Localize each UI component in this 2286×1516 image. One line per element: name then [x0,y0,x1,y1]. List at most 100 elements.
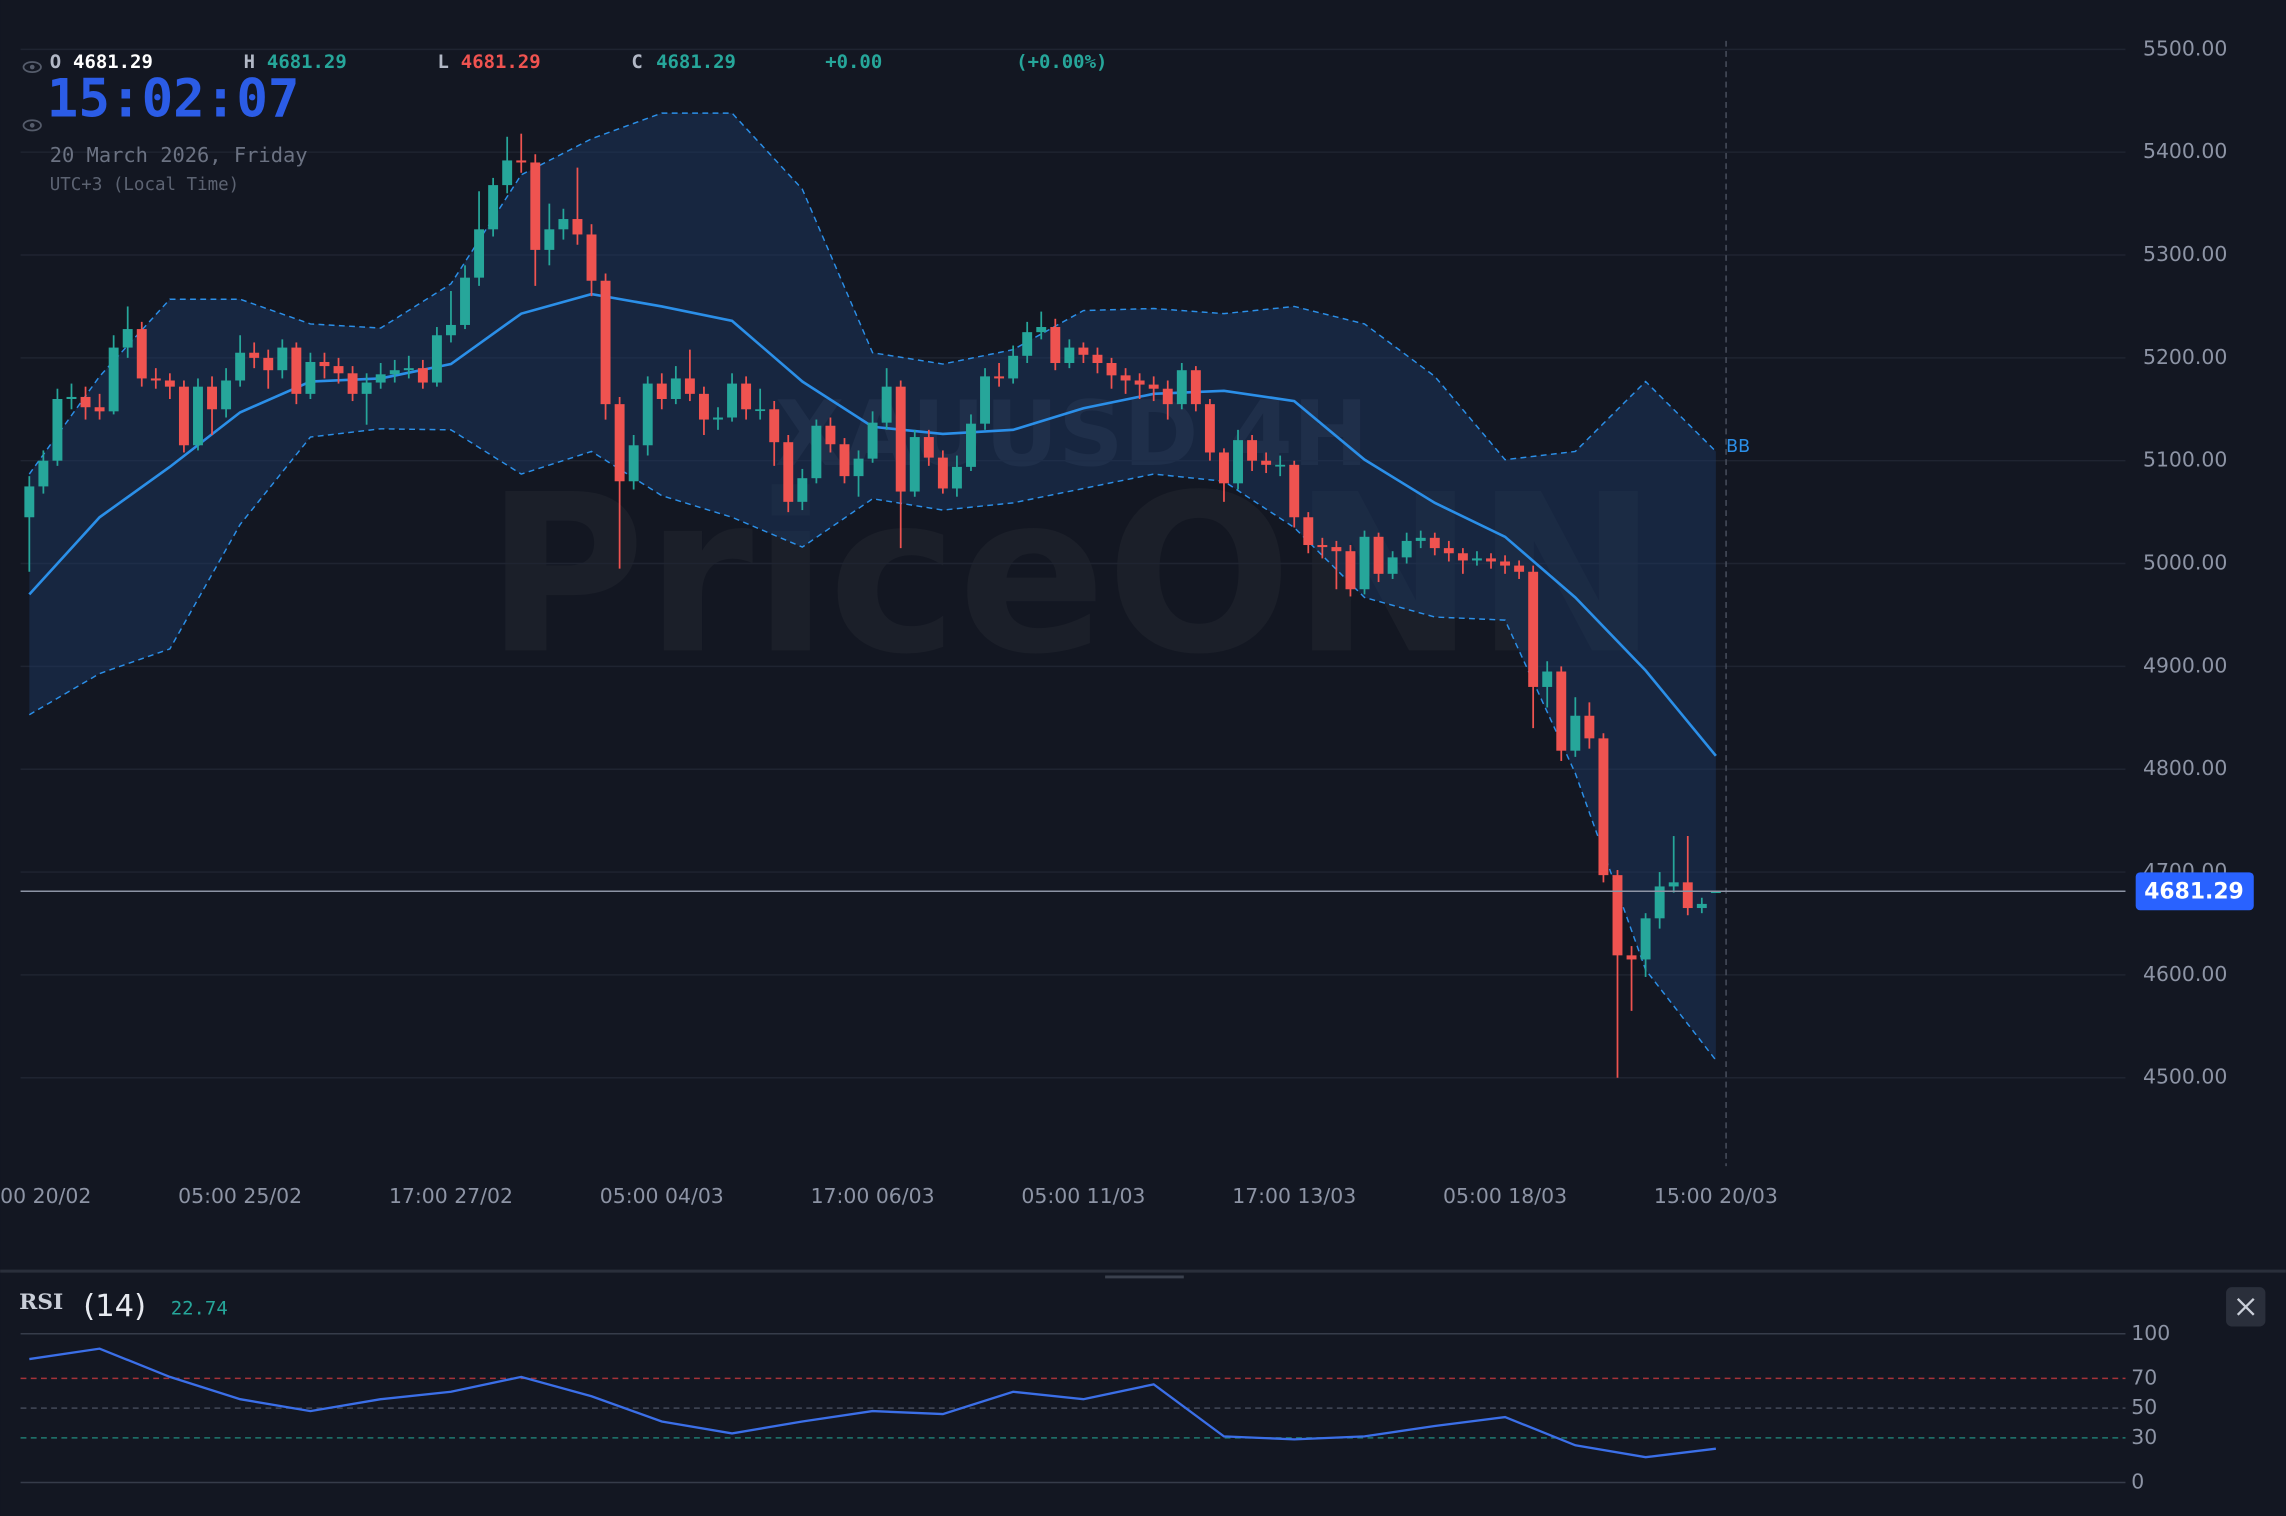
candle-body [966,423,976,467]
y-tick-label: 4500.00 [2143,1065,2227,1089]
candle-body [1542,671,1553,687]
candle-body [193,386,203,446]
band-label: BB [1726,437,1750,457]
candle-body [1134,380,1145,385]
change-percent: (+0.00%) [1016,51,1107,73]
candle-body [811,425,822,479]
candle-body [164,380,175,387]
candle-body [235,352,246,381]
rsi-tick-label: 100 [2131,1321,2170,1345]
rsi-layer [20,1333,2126,1484]
rsi-period: (14) [83,1289,146,1324]
watermark-brand: PriceONN [485,447,1658,702]
candle-body [24,486,35,518]
x-tick-label: 05:00 25/02 [178,1184,302,1208]
candle-body [586,234,597,281]
ohlc-value: 4681.29 [656,51,736,73]
candle-body [909,437,920,492]
candle-body [881,386,892,423]
candle-body [1022,332,1033,356]
band-lower [28,428,1717,1061]
x-tick-label: 00 20/02 [0,1184,91,1208]
candle-body [347,373,358,394]
candle-body [1654,886,1665,919]
candle-body [502,160,513,186]
ohlc-label: L [437,51,448,73]
candle-body [698,393,709,420]
candle-body [488,185,499,230]
candle-body [389,370,400,375]
candle-body [66,396,77,400]
candle-body [1331,547,1342,552]
candle-body [1303,517,1314,546]
band-upper [28,112,1717,475]
candle-body [1528,571,1539,687]
candle-body [1008,355,1019,379]
candle-body [980,376,990,424]
eye-icon[interactable] [22,119,42,132]
candle-body [207,386,217,410]
candle-body [319,361,330,367]
candle-body [249,352,260,358]
candle-body [951,466,962,489]
y-tick-label: 4900.00 [2143,653,2227,677]
candle-body [150,378,161,381]
candle-body [628,445,639,482]
candle-body [1626,955,1637,960]
candle-body [994,376,1005,379]
candle-body [1317,545,1328,548]
candle-body [797,478,808,502]
candle-body [1092,354,1103,364]
candle-body [1682,882,1693,909]
candle-body [1640,918,1651,960]
candle-body [1106,363,1117,376]
ohlc-label: H [244,51,255,73]
rsi-line [29,1347,1717,1459]
candle-body [1387,557,1398,574]
ohlc-value: 4681.29 [461,51,541,73]
overlay-layer: 4500.004600.004700.004800.004900.005000.… [0,36,2254,1493]
ohlc-value: 4681.29 [73,51,153,73]
rsi-current: 22.74 [171,1298,228,1320]
candle-body [1415,537,1426,541]
eye-icon[interactable] [22,61,42,74]
candle-body [558,219,569,230]
candle-body [1190,370,1201,405]
ohlc-value: 4681.29 [267,51,347,73]
rsi-tick-label: 70 [2131,1365,2157,1389]
candle-body [291,347,302,394]
rsi-title: RSI [19,1289,63,1315]
candle-body [178,386,189,446]
candle-body [1233,440,1243,484]
rsi-tick-label: 50 [2131,1395,2157,1419]
candle-body [1275,464,1286,467]
candle-body [1612,875,1623,956]
candle-body [460,277,470,325]
close-button[interactable] [2226,1287,2266,1327]
candle-body [1064,347,1075,364]
candle-body [1359,536,1370,590]
y-tick-label: 4800.00 [2143,756,2227,780]
candle-body [277,347,288,371]
ohlc-label: O [50,51,61,73]
y-tick-label: 5000.00 [2143,551,2227,575]
candle-body [769,409,780,443]
candle-body [572,219,583,235]
candle-body [403,368,414,371]
band-area [29,113,1716,1061]
candle-body [38,460,49,487]
candle-body [1668,882,1679,887]
candle-body [937,457,948,489]
candle-body [684,378,695,394]
y-tick-label: 5300.00 [2143,242,2227,266]
candle-body [1162,388,1173,405]
candle-body [895,386,906,492]
candles-layer [24,133,1721,1078]
x-tick-label: 05:00 04/03 [600,1184,724,1208]
candle-body [1486,558,1496,562]
candle-body [516,160,527,163]
